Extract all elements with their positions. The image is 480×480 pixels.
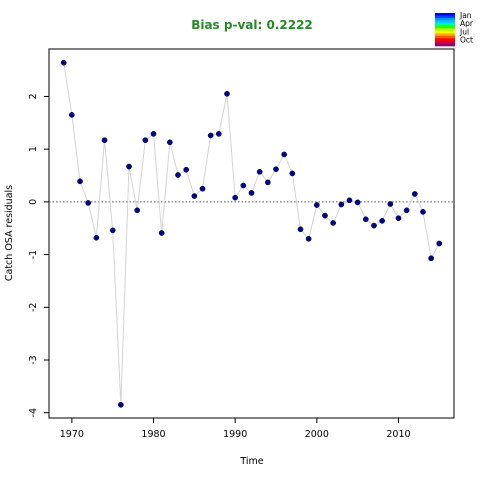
y-tick-label: 2 [28, 93, 39, 99]
y-tick-label: -3 [28, 355, 39, 364]
data-point [256, 168, 263, 175]
data-point [126, 163, 132, 170]
data-point [134, 207, 141, 214]
data-point [305, 235, 312, 242]
data-point [150, 131, 157, 137]
legend-label: Jan [459, 11, 472, 20]
data-point [232, 194, 239, 201]
legend-color-band [435, 25, 455, 29]
data-point [118, 401, 124, 408]
data-point [436, 240, 443, 247]
data-point [166, 139, 173, 146]
x-tick-label: 2010 [386, 429, 410, 440]
data-point [322, 212, 328, 219]
data-point [313, 202, 320, 208]
data-point [207, 132, 214, 139]
data-point [199, 185, 206, 192]
data-point [420, 209, 426, 215]
data-point [354, 199, 361, 206]
plot-area: 1970 1980 1990 2000 2010 -4 -3 -2 -1 0 1 2 [28, 48, 455, 440]
chart-title: Bias p-val: 0.2222 [191, 18, 313, 32]
y-tick-label: -2 [28, 303, 39, 312]
data-point [273, 166, 279, 173]
data-point [297, 226, 304, 233]
data-point [281, 151, 288, 158]
plot-frame [48, 48, 455, 419]
data-point [395, 215, 402, 222]
data-point [85, 200, 92, 206]
data-point [403, 207, 410, 214]
data-point [69, 112, 75, 118]
x-axis-label: Time [239, 456, 263, 467]
data-point [248, 190, 255, 196]
data-point [142, 137, 149, 144]
data-point [289, 170, 296, 177]
legend-color-band [435, 38, 455, 42]
legend-color-band [435, 40, 455, 44]
series-connect-line [63, 62, 440, 405]
data-point [264, 179, 271, 186]
data-point [338, 201, 345, 208]
legend-color-band [435, 33, 455, 37]
legend-color-band [435, 20, 455, 24]
data-point [240, 182, 247, 189]
data-point [330, 220, 337, 226]
y-tick-label: -1 [28, 250, 39, 259]
y-tick-label: -4 [28, 408, 39, 417]
legend-color-band [435, 15, 455, 19]
legend-color-band [435, 43, 455, 47]
x-tick-label: 1980 [141, 429, 165, 440]
data-point [371, 222, 377, 229]
data-point [60, 59, 67, 66]
data-point [183, 166, 190, 173]
legend-label: Oct [460, 36, 473, 45]
x-tick-label: 1990 [223, 429, 247, 440]
x-tick-label: 1970 [60, 429, 84, 440]
data-point [191, 193, 198, 199]
data-point [379, 217, 385, 224]
data-point [175, 172, 181, 178]
legend-color-band [435, 13, 455, 16]
y-tick-label: 1 [28, 146, 39, 152]
legend-label: Apr [460, 19, 474, 28]
data-point [224, 90, 230, 97]
data-point [362, 216, 369, 223]
legend-color-band [435, 30, 455, 34]
data-point [158, 230, 165, 236]
data-point [411, 191, 418, 197]
data-point [109, 227, 116, 234]
legend-label: Jul [459, 27, 469, 36]
data-point [215, 131, 222, 137]
data-point [77, 178, 83, 185]
y-tick-label: 0 [28, 199, 39, 205]
data-point [101, 137, 108, 144]
data-point [93, 234, 100, 241]
data-point [428, 255, 434, 262]
data-point [387, 201, 394, 207]
legend-color-band [435, 28, 455, 32]
data-point [346, 197, 353, 204]
legend-color-band [435, 23, 455, 26]
legend-color-band [435, 18, 455, 21]
legend-color-band [435, 35, 455, 39]
x-tick-label: 2000 [305, 429, 329, 440]
y-axis-label: Catch OSA residuals [4, 185, 15, 281]
